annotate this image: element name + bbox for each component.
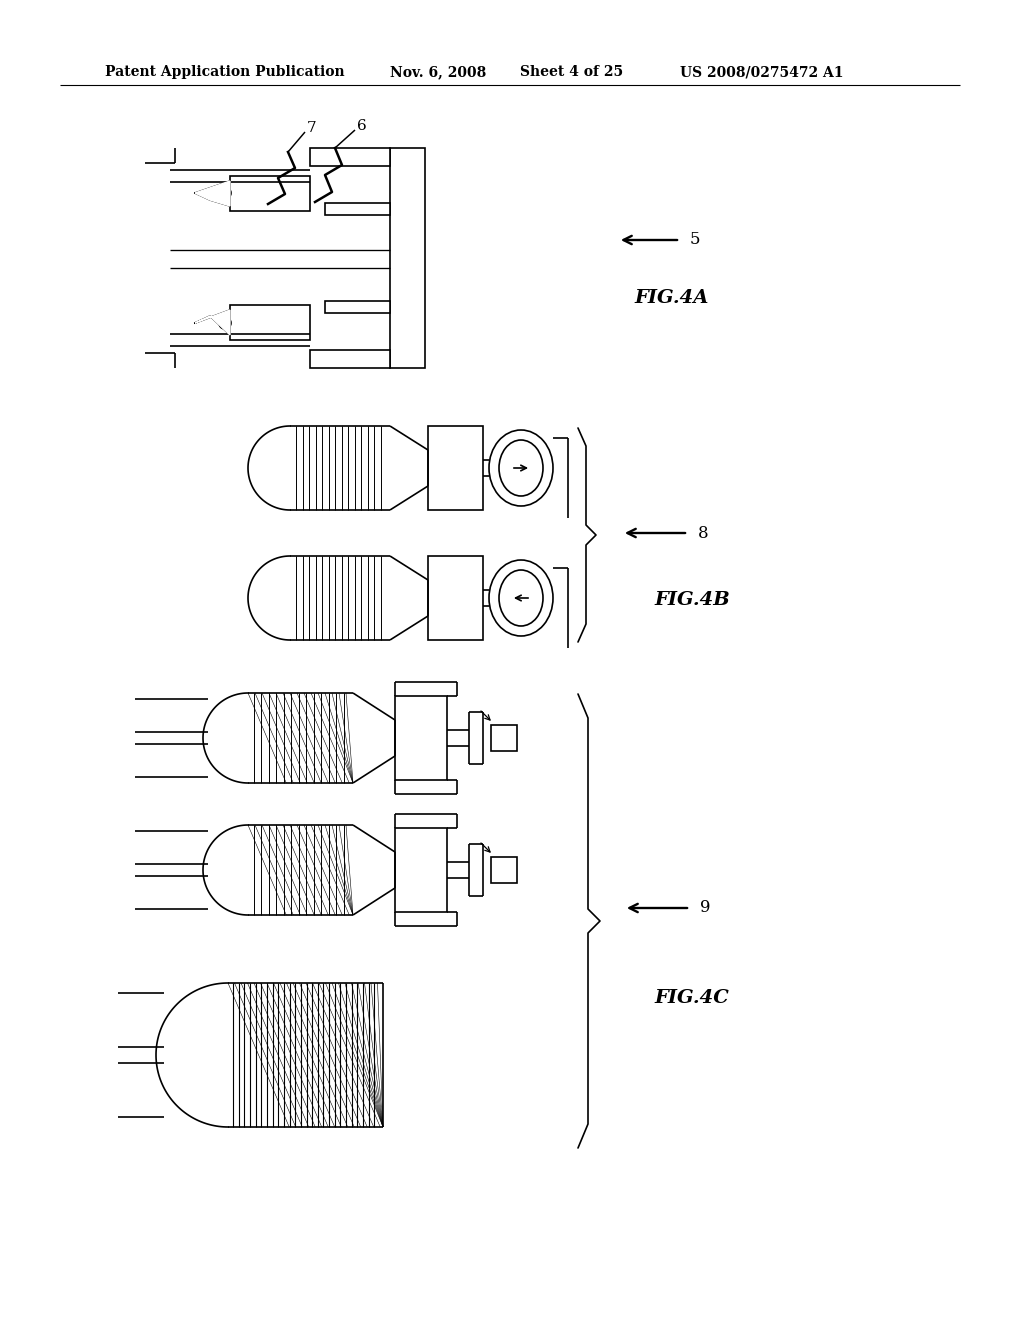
Bar [490, 725, 517, 751]
Text: 9: 9 [700, 899, 711, 916]
Bar [325, 203, 390, 215]
Text: 6: 6 [357, 119, 367, 133]
Bar [325, 301, 390, 313]
Text: FIG.4B: FIG.4B [654, 591, 730, 609]
Bar [310, 350, 390, 368]
Bar [428, 556, 483, 640]
Bar [490, 857, 517, 883]
Text: 8: 8 [698, 524, 709, 541]
Bar [230, 305, 310, 341]
Text: FIG.4A: FIG.4A [635, 289, 710, 308]
Text: Patent Application Publication: Patent Application Publication [105, 65, 345, 79]
Bar [230, 176, 310, 211]
Bar [395, 828, 447, 912]
Text: FIG.4C: FIG.4C [654, 989, 729, 1007]
Text: Nov. 6, 2008: Nov. 6, 2008 [390, 65, 486, 79]
Polygon shape [195, 181, 230, 206]
Text: 5: 5 [690, 231, 700, 248]
Text: Sheet 4 of 25: Sheet 4 of 25 [520, 65, 624, 79]
Polygon shape [195, 310, 230, 335]
Bar [310, 148, 390, 166]
Bar [390, 148, 425, 368]
Bar [428, 426, 483, 510]
Text: US 2008/0275472 A1: US 2008/0275472 A1 [680, 65, 844, 79]
Bar [395, 696, 447, 780]
Text: 7: 7 [307, 121, 316, 135]
